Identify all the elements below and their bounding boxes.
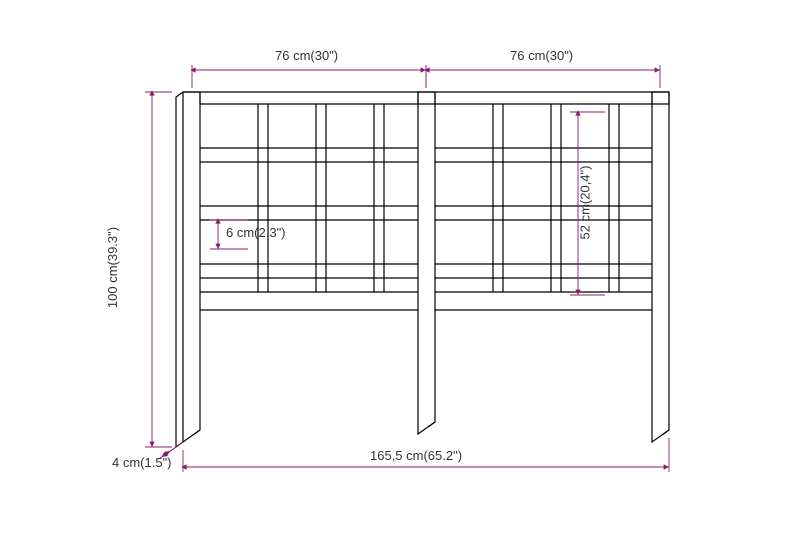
dimensions [145,65,669,472]
label-depth: 4 cm(1.5") [112,455,172,470]
headboard-outline [176,92,669,447]
label-inner-height: 52 cm(20,4") [577,166,592,240]
diagram-container: 76 cm(30") 76 cm(30") 100 cm(39.3") 6 cm… [0,0,800,533]
label-width-top-right: 76 cm(30") [510,48,573,63]
label-height-left: 100 cm(39.3") [105,227,120,308]
label-slat-gap: 6 cm(2.3") [226,225,286,240]
label-width-bottom: 165,5 cm(65.2") [370,448,462,463]
label-width-top-left: 76 cm(30") [275,48,338,63]
